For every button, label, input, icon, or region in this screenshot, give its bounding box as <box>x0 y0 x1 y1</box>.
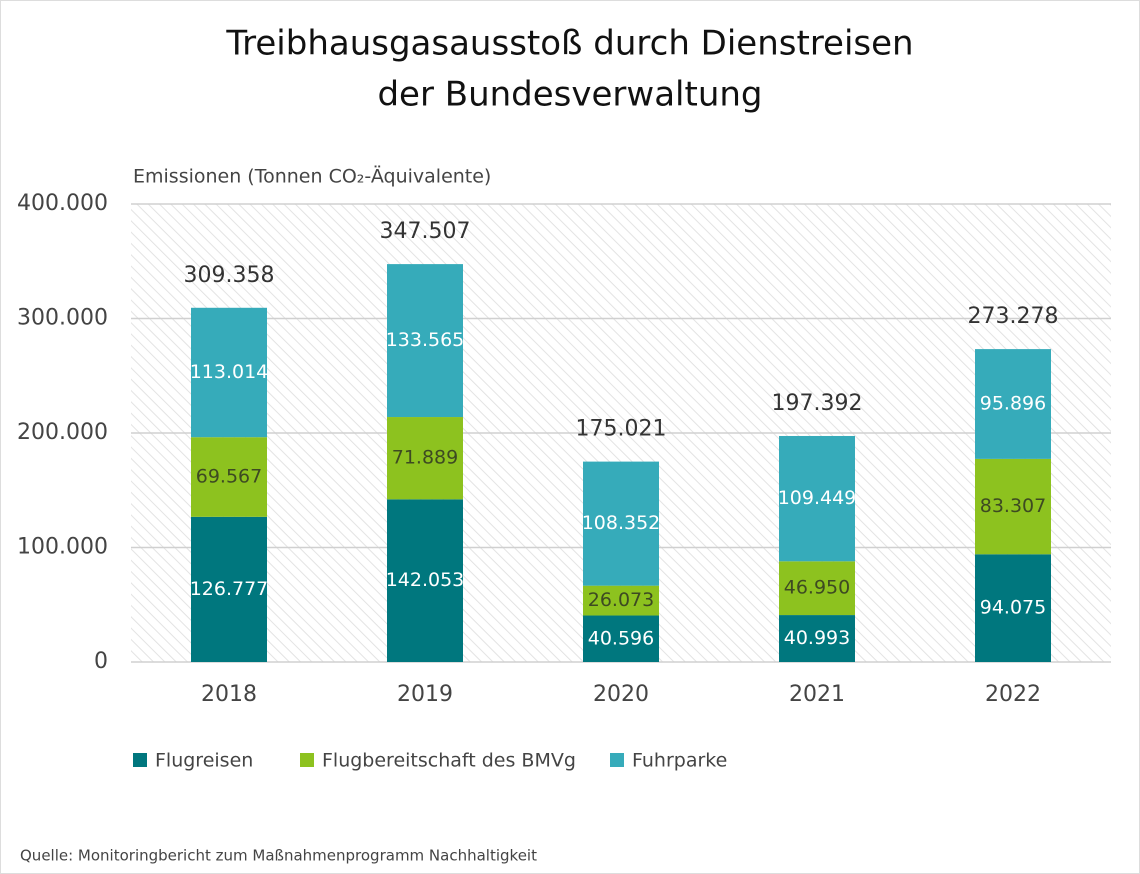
value-label: 126.777 <box>190 578 269 600</box>
x-tick-label: 2022 <box>985 682 1041 707</box>
bar-segment <box>975 458 1051 555</box>
chart-title: Treibhausgasausstoß durch Dienstreisen <box>225 24 913 64</box>
total-label: 309.358 <box>184 263 275 288</box>
legend-label: Flugbereitschaft des BMVg <box>322 750 576 772</box>
bar-segment <box>779 561 855 616</box>
total-label: 175.021 <box>576 417 667 442</box>
y-axis-label: Emissionen (Tonnen CO₂-Äquivalente) <box>133 165 491 188</box>
y-tick-label: 0 <box>94 649 108 674</box>
value-label: 40.993 <box>784 627 850 649</box>
value-label: 40.596 <box>588 627 654 649</box>
bar-segment <box>191 437 267 517</box>
x-tick-label: 2018 <box>201 682 257 707</box>
value-label: 26.073 <box>588 589 654 611</box>
x-tick-label: 2019 <box>397 682 453 707</box>
value-label: 46.950 <box>784 577 850 599</box>
value-label: 109.449 <box>778 487 857 509</box>
chart-title: der Bundesverwaltung <box>377 75 762 115</box>
x-tick-label: 2021 <box>789 682 845 707</box>
legend-label: Flugreisen <box>155 750 253 772</box>
bar-segment <box>583 585 659 616</box>
bar-segment <box>191 516 267 662</box>
bar-segment <box>387 417 463 500</box>
legend-swatch <box>133 753 147 767</box>
value-label: 108.352 <box>582 512 661 534</box>
value-label: 83.307 <box>980 495 1046 517</box>
legend-label: Fuhrparke <box>632 750 727 772</box>
legend-swatch <box>300 753 314 767</box>
legend-swatch <box>610 753 624 767</box>
bar-segment <box>975 554 1051 662</box>
value-label: 142.053 <box>386 569 465 591</box>
y-tick-label: 300.000 <box>17 306 108 331</box>
bar-segment <box>191 307 267 438</box>
total-label: 197.392 <box>772 391 863 416</box>
bar-segment <box>975 349 1051 459</box>
total-label: 273.278 <box>968 304 1059 329</box>
y-tick-label: 200.000 <box>17 420 108 445</box>
bar-segment <box>583 615 659 662</box>
y-tick-label: 100.000 <box>17 535 108 560</box>
value-label: 94.075 <box>980 597 1046 619</box>
bar-segment <box>779 435 855 562</box>
value-label: 113.014 <box>190 361 269 383</box>
value-label: 95.896 <box>980 392 1046 414</box>
bar-segment <box>779 615 855 662</box>
value-label: 71.889 <box>392 447 458 469</box>
value-label: 69.567 <box>196 466 262 488</box>
bar-segment <box>387 264 463 418</box>
value-label: 133.565 <box>386 329 465 351</box>
total-label: 347.507 <box>380 219 471 244</box>
x-tick-label: 2020 <box>593 682 649 707</box>
y-tick-label: 400.000 <box>17 191 108 216</box>
source: Quelle: Monitoringbericht zum Maßnahmenp… <box>20 847 537 865</box>
bar-segment <box>387 499 463 662</box>
bar-segment <box>583 461 659 586</box>
